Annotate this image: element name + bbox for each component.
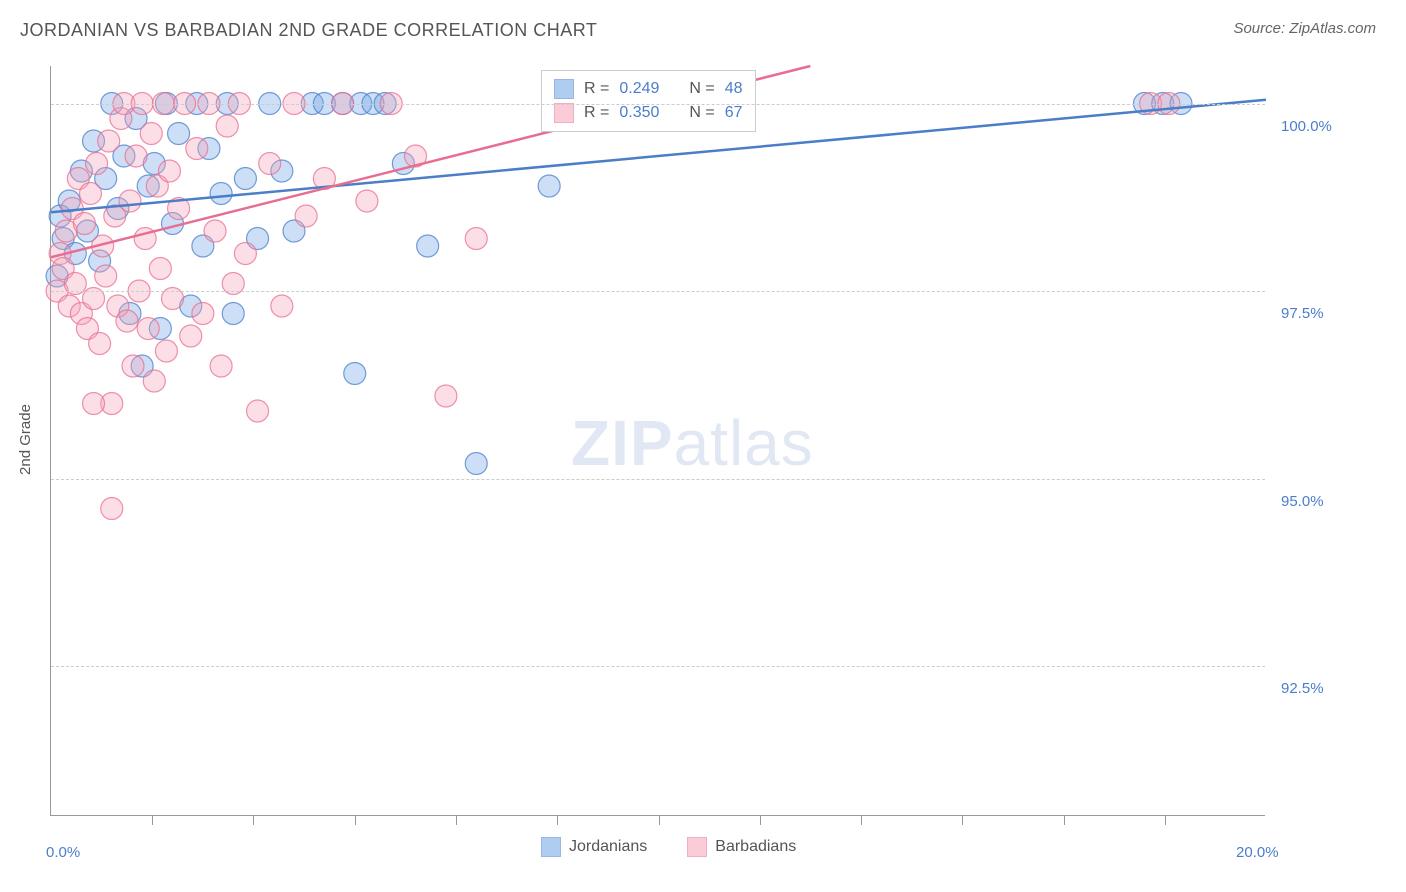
scatter-point [216,115,238,137]
scatter-point [98,130,120,152]
gridline-h [51,666,1265,667]
scatter-point [119,190,141,212]
scatter-point [180,325,202,347]
scatter-point [259,153,281,175]
scatter-point [465,453,487,475]
n-value: 67 [725,101,743,125]
scatter-point [143,370,165,392]
scatter-point [356,190,378,212]
x-tick-label: 20.0% [1236,844,1279,861]
r-value: 0.350 [619,101,659,125]
x-minor-tick [253,815,254,825]
scatter-point [73,213,95,235]
gridline-h [51,291,1265,292]
scatter-point [122,355,144,377]
scatter-point [222,303,244,325]
gridline-h [51,479,1265,480]
scatter-point [168,123,190,145]
x-minor-tick [962,815,963,825]
scatter-point [234,168,256,190]
y-tick-label: 97.5% [1281,305,1324,322]
legend-stat-row: R = 0.249 N = 48 [554,77,743,101]
scatter-point [435,385,457,407]
y-axis-label: 2nd Grade [17,404,34,475]
plot-area: ZIPatlas R =0.249N =48R =0.350N =67 Jord… [50,66,1265,816]
legend-series-item: Jordanians [541,837,647,857]
scatter-point [83,393,105,415]
x-minor-tick [659,815,660,825]
scatter-point [247,400,269,422]
x-minor-tick [456,815,457,825]
scatter-point [234,243,256,265]
legend-series: Jordanians Barbadians [541,837,796,857]
legend-swatch [541,837,561,857]
scatter-point [210,355,232,377]
y-tick-label: 95.0% [1281,493,1324,510]
x-minor-tick [557,815,558,825]
legend-swatch [554,103,574,123]
x-minor-tick [760,815,761,825]
scatter-point [140,123,162,145]
scatter-point [155,340,177,362]
gridline-h [51,104,1265,105]
n-label: N = [689,77,714,101]
scatter-point [344,363,366,385]
x-minor-tick [355,815,356,825]
n-label: N = [689,101,714,125]
r-value: 0.249 [619,77,659,101]
scatter-point [149,258,171,280]
legend-series-item: Barbadians [687,837,796,857]
y-tick-label: 92.5% [1281,680,1324,697]
n-value: 48 [725,77,743,101]
x-minor-tick [152,815,153,825]
scatter-point [158,160,180,182]
legend-series-label: Jordanians [569,838,647,856]
scatter-point [465,228,487,250]
chart-source: Source: ZipAtlas.com [1233,20,1376,37]
scatter-point [89,333,111,355]
scatter-point [204,220,226,242]
chart-container: 2nd Grade ZIPatlas R =0.249N =48R =0.350… [0,51,1406,881]
x-minor-tick [861,815,862,825]
r-label: R = [584,101,609,125]
legend-series-label: Barbadians [715,838,796,856]
scatter-point [271,295,293,317]
scatter-point [538,175,560,197]
scatter-point [101,498,123,520]
legend-swatch [554,79,574,99]
scatter-point [137,318,159,340]
scatter-point [125,145,147,167]
scatter-point [86,153,108,175]
legend-swatch [687,837,707,857]
x-tick-label: 0.0% [46,844,80,861]
scatter-point [295,205,317,227]
y-tick-label: 100.0% [1281,118,1332,135]
scatter-point [210,183,232,205]
scatter-point [95,265,117,287]
chart-title: JORDANIAN VS BARBADIAN 2ND GRADE CORRELA… [20,20,597,41]
scatter-svg [51,66,1265,815]
legend-stat-row: R = 0.350 N = 67 [554,101,743,125]
x-minor-tick [1064,815,1065,825]
legend-stats: R = 0.249 N = 48 R = 0.350 N = 67 [541,70,756,132]
scatter-point [186,138,208,160]
scatter-point [116,310,138,332]
x-minor-tick [1165,815,1166,825]
r-label: R = [584,77,609,101]
scatter-point [79,183,101,205]
scatter-point [417,235,439,257]
scatter-point [192,303,214,325]
